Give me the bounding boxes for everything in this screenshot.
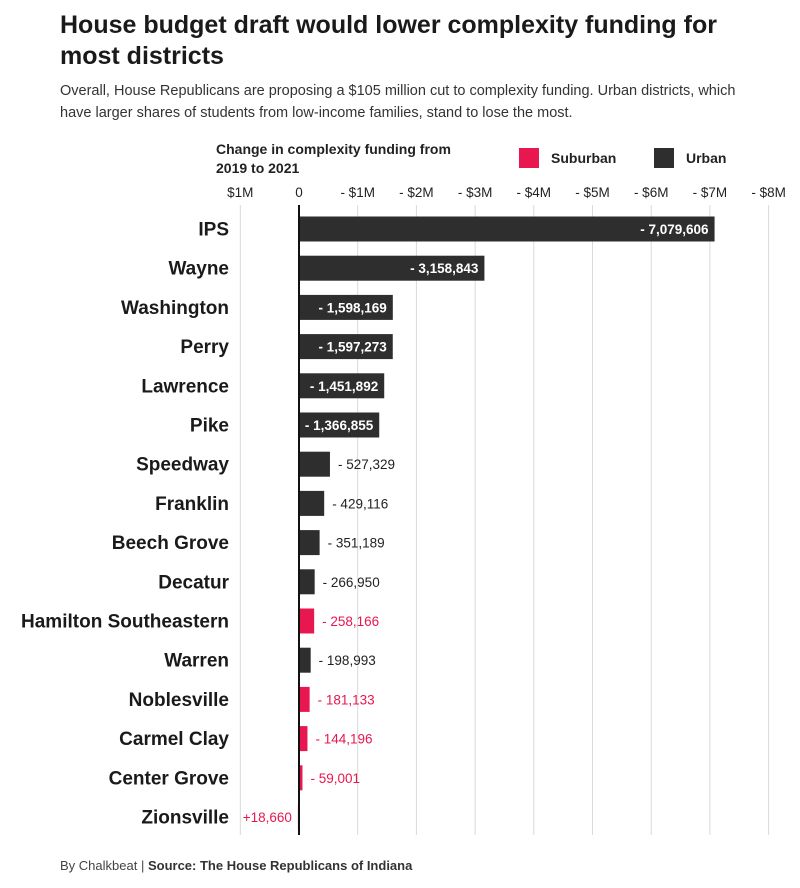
bar <box>299 569 315 595</box>
legend-item-urban: Urban <box>654 148 726 168</box>
category-label: IPS <box>198 220 229 241</box>
x-tick-label: - $4M <box>517 185 552 200</box>
category-label: Washington <box>121 298 229 319</box>
data-label: - 1,451,892 <box>310 379 378 394</box>
category-label: Lawrence <box>141 376 229 397</box>
bar <box>299 334 393 360</box>
bar <box>299 412 380 438</box>
category-label: Wayne <box>168 259 229 280</box>
chart-title: House budget draft would lower complexit… <box>60 11 717 70</box>
legend-swatch-urban <box>654 148 674 168</box>
data-label: - 351,189 <box>328 536 385 551</box>
category-label: Perry <box>180 337 229 358</box>
bar <box>299 647 311 673</box>
category-label: Warren <box>164 651 229 672</box>
category-label: Speedway <box>136 455 229 476</box>
x-tick-label: - $3M <box>458 185 493 200</box>
chart-subtitle: Overall, House Republicans are proposing… <box>60 83 736 121</box>
x-tick-label: - $5M <box>575 185 610 200</box>
data-label: - 144,196 <box>315 732 372 747</box>
category-label: Carmel Clay <box>119 729 229 750</box>
axis-title: Change in complexity funding from 2019 t… <box>216 141 451 176</box>
data-label: - 198,993 <box>319 653 376 668</box>
footer: By Chalkbeat | Source: The House Republi… <box>60 858 412 873</box>
data-label: - 181,133 <box>318 692 375 707</box>
x-tick-label: - $2M <box>399 185 434 200</box>
category-label: Franklin <box>155 494 229 515</box>
footer-source: Source: The House Republicans of Indiana <box>147 858 413 873</box>
data-label: +18,660 <box>243 810 292 825</box>
category-label: Zionsville <box>141 808 229 829</box>
data-label: - 1,597,273 <box>318 340 387 355</box>
x-tick-label: - $1M <box>340 185 375 200</box>
bar <box>299 608 315 634</box>
data-label: - 527,329 <box>338 457 395 472</box>
data-label: - 1,598,169 <box>319 300 387 315</box>
bar <box>299 255 485 281</box>
bar <box>299 451 330 477</box>
category-label: Center Grove <box>109 768 229 789</box>
legend-swatch-suburban <box>519 148 539 168</box>
bar <box>299 373 385 399</box>
x-tick-label: $1M <box>227 185 253 200</box>
data-label: - 7,079,606 <box>640 222 709 237</box>
data-label: - 258,166 <box>322 614 379 629</box>
data-label: - 266,950 <box>323 575 380 590</box>
data-label: - 59,001 <box>310 771 360 786</box>
category-label: Beech Grove <box>112 533 229 554</box>
footer-separator: | <box>140 858 148 873</box>
bar <box>299 294 393 320</box>
bar <box>299 490 325 516</box>
bar <box>299 726 308 752</box>
category-label: Pike <box>190 416 229 437</box>
footer-byline: By Chalkbeat <box>60 858 138 873</box>
category-label: Hamilton Southeastern <box>21 612 229 633</box>
category-label: Noblesville <box>129 690 229 711</box>
legend-item-suburban: Suburban <box>519 148 616 168</box>
x-tick-label: 0 <box>295 185 303 200</box>
bar <box>299 686 310 712</box>
x-tick-label: - $7M <box>693 185 728 200</box>
x-tick-label: - $8M <box>751 185 786 200</box>
bar <box>299 530 320 556</box>
legend-label-suburban: Suburban <box>551 150 617 166</box>
data-label: - 429,116 <box>332 496 388 511</box>
data-label: - 3,158,843 <box>410 261 479 276</box>
bar <box>299 216 715 242</box>
x-tick-label: - $6M <box>634 185 669 200</box>
legend-label-urban: Urban <box>686 150 727 166</box>
data-label: - 1,366,855 <box>305 418 374 433</box>
category-label: Decatur <box>158 572 229 593</box>
bar <box>299 765 303 791</box>
